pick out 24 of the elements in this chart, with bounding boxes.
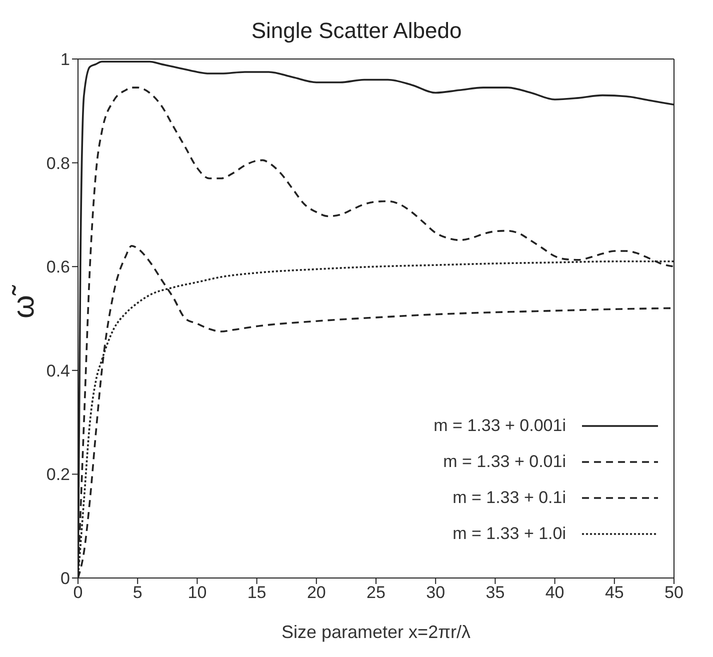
x-axis-title: Size parameter x=2πr/λ <box>282 622 470 642</box>
legend-label: m = 1.33 + 0.1i <box>452 488 566 508</box>
y-tick-label: 0 <box>60 569 70 588</box>
y-tick-label: 0.6 <box>46 258 70 277</box>
x-tick-label: 30 <box>426 583 446 602</box>
x-tick-label: 40 <box>545 583 564 602</box>
x-tick-label: 15 <box>247 583 266 602</box>
x-tick-label: 35 <box>486 583 505 602</box>
x-tick-label: 5 <box>132 583 142 602</box>
legend-label: m = 1.33 + 1.0i <box>452 524 566 544</box>
x-tick-label: 45 <box>604 583 624 602</box>
x-tick-label: 0 <box>73 583 83 602</box>
y-tick-label: 0.8 <box>46 154 70 173</box>
y-axis-title: ω̃ <box>8 284 41 318</box>
y-tick-label: 0.2 <box>46 465 70 484</box>
x-tick-label: 25 <box>366 583 386 602</box>
x-tick-label: 20 <box>306 583 326 602</box>
x-tick-label: 50 <box>664 583 684 602</box>
chart-title: Single Scatter Albedo <box>250 18 463 44</box>
legend-label: m = 1.33 + 0.001i <box>434 416 566 436</box>
x-tick-label: 10 <box>188 583 207 602</box>
y-tick-label: 0.4 <box>46 361 70 380</box>
y-tick-label: 1 <box>60 50 70 70</box>
legend-label: m = 1.33 + 0.01i <box>443 452 566 472</box>
